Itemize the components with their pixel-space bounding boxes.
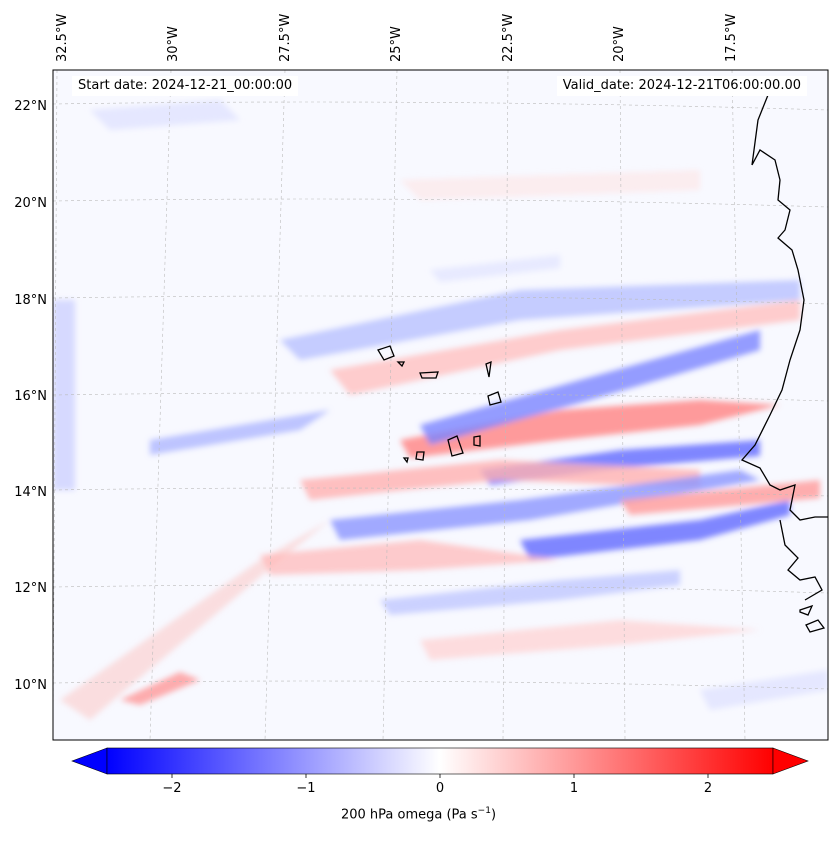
colorbar-tick-0: 0: [436, 781, 444, 796]
colorbar-label-exponent: −1: [477, 806, 491, 816]
lat-label-18n: 18°N: [14, 293, 47, 308]
colorbar-tick-1: 1: [570, 781, 578, 796]
lat-label-16n: 16°N: [14, 389, 47, 404]
longitude-labels: 32.5°W 30°W 27.5°W 25°W 22.5°W 20°W 17.5…: [55, 14, 739, 62]
coastline: [740, 84, 828, 633]
colorbar-label-close: ): [490, 807, 497, 823]
map-panel: [52, 69, 829, 741]
colorbar-label-text: 200 hPa omega (Pa s: [340, 807, 478, 823]
lat-label-12n: 12°N: [14, 581, 47, 596]
lat-label-10n: 10°N: [14, 678, 47, 693]
colorbar-label: 200 hPa omega (Pa s−1): [0, 806, 837, 822]
start-date-label: Start date: 2024-12-21_00:00:00: [72, 76, 299, 96]
islands: [377, 345, 502, 464]
lat-label-22n: 22°N: [14, 99, 47, 114]
colorbar-min-extend: [71, 747, 108, 775]
colorbar-tick-minus1: −1: [296, 781, 315, 796]
colorbar-max-extend: [772, 747, 809, 775]
latitude-labels: 22°N 20°N 18°N 16°N 14°N 12°N 10°N: [14, 99, 47, 693]
colorbar: −2 −1 0 1 2: [71, 747, 809, 796]
lat-label-14n: 14°N: [14, 485, 47, 500]
lon-label-30w: 30°W: [166, 26, 181, 62]
lon-label-22-5w: 22.5°W: [501, 14, 516, 62]
valid-date-label: Valid_date: 2024-12-21T06:00:00.00: [556, 76, 807, 96]
colorbar-tick-2: 2: [704, 781, 712, 796]
lon-label-27-5w: 27.5°W: [278, 14, 293, 62]
colorbar-gradient: [106, 747, 774, 775]
colorbar-tick-minus2: −2: [162, 781, 181, 796]
map-frame: [52, 69, 829, 741]
lon-label-20w: 20°W: [612, 26, 627, 62]
gridlines: [53, 70, 828, 740]
lon-label-32-5w: 32.5°W: [55, 14, 70, 62]
lon-label-25w: 25°W: [389, 26, 404, 62]
omega-field: [53, 100, 828, 720]
lat-label-20n: 20°N: [14, 196, 47, 211]
lon-label-17-5w: 17.5°W: [724, 14, 739, 62]
